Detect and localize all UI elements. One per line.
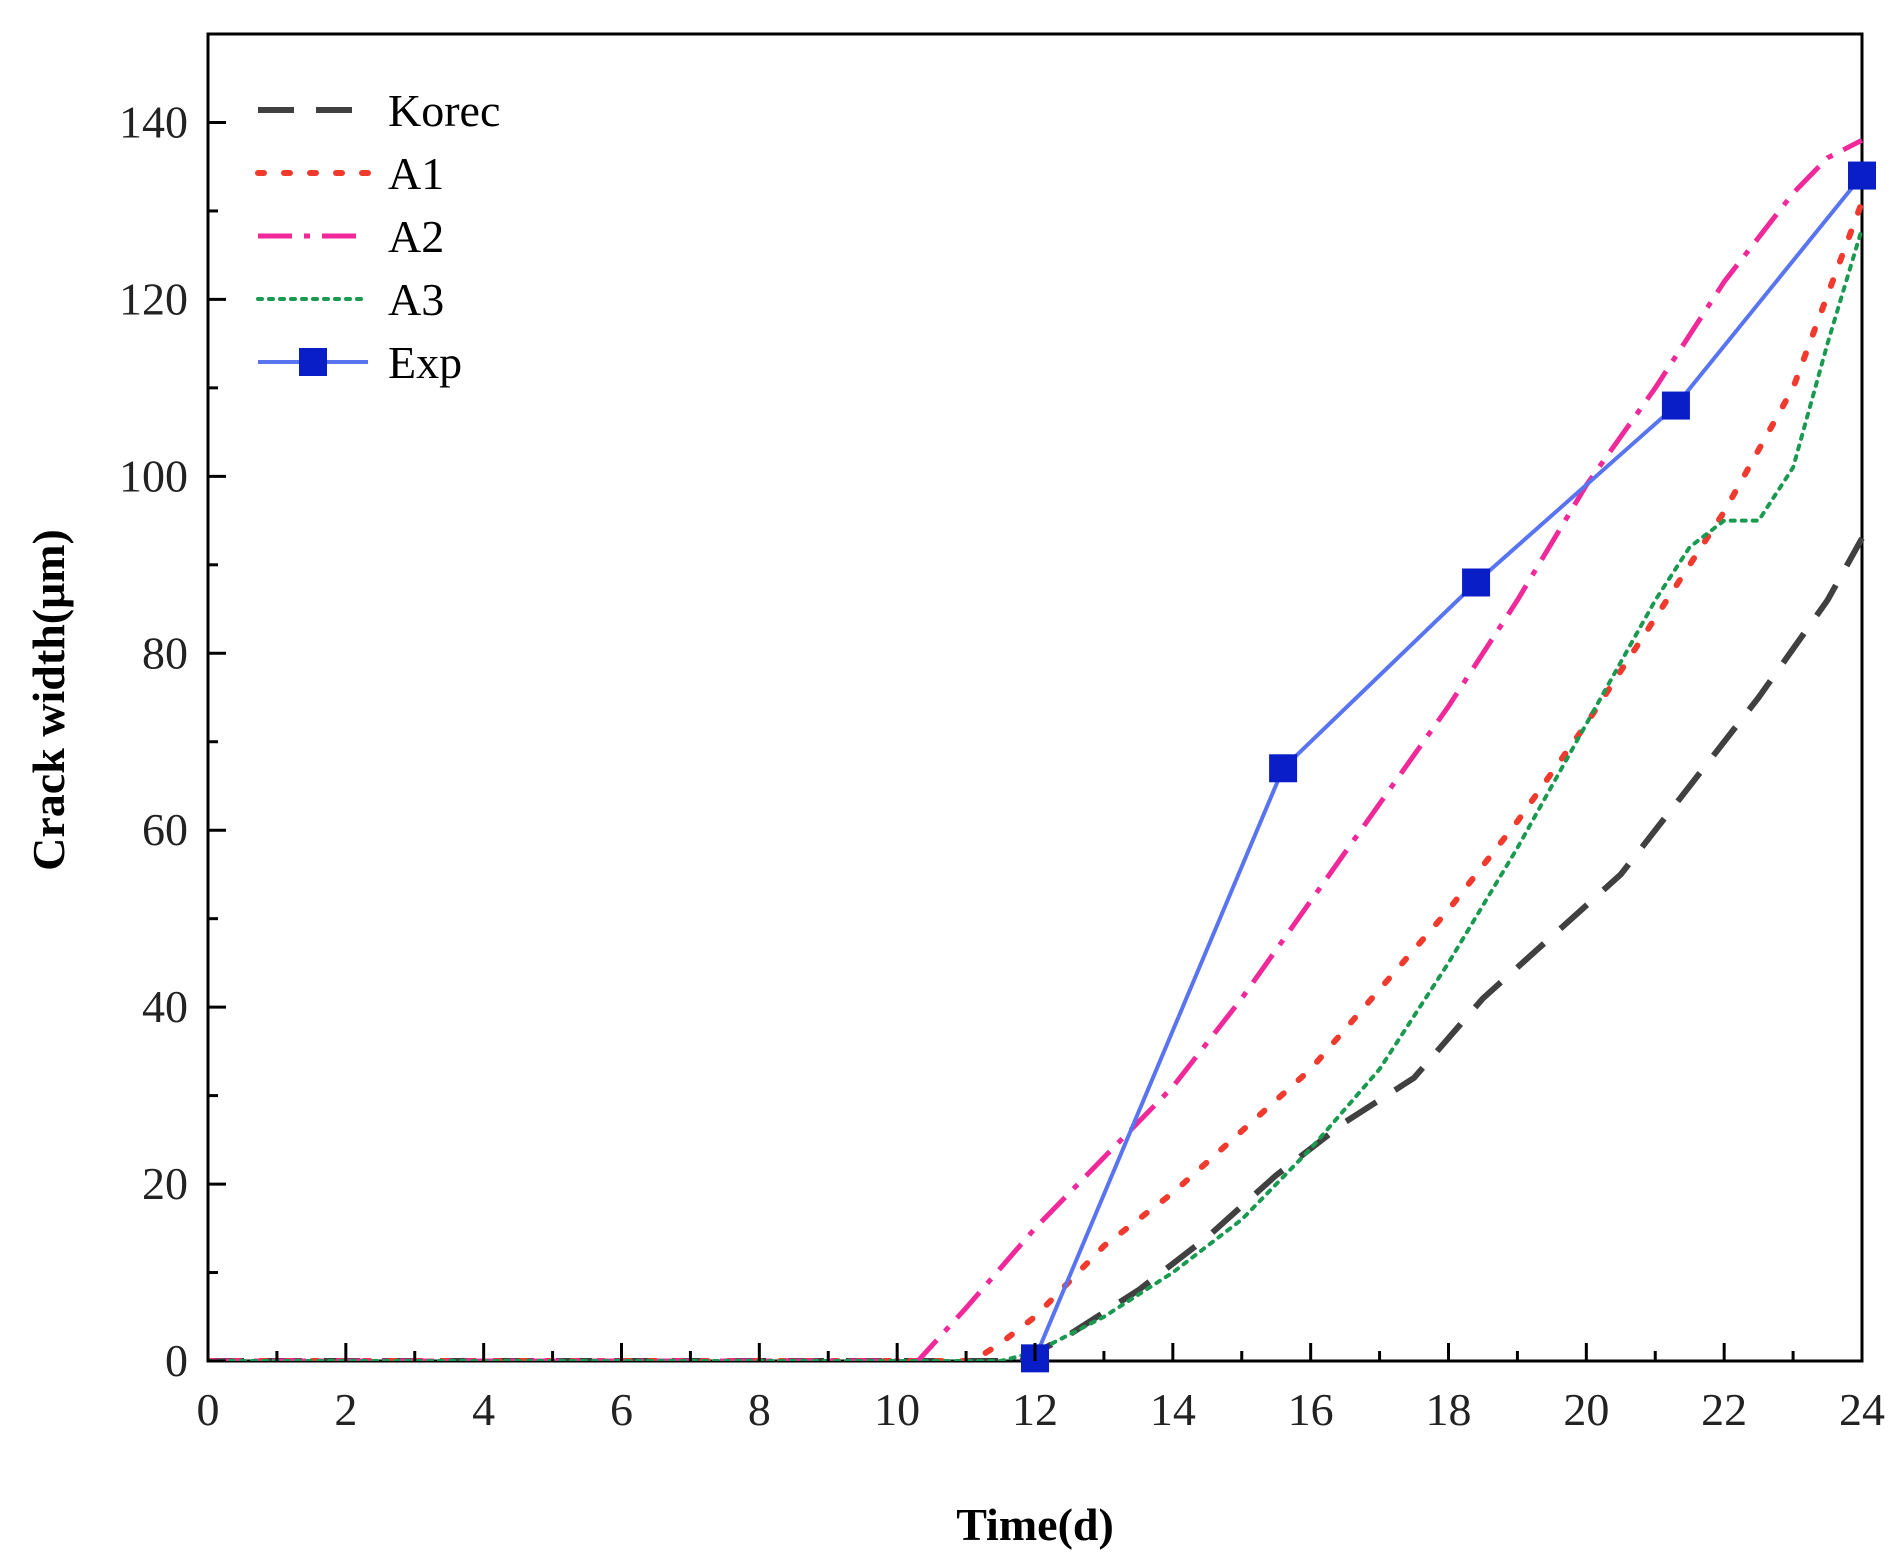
series-layer [208,137,1876,1373]
series-line-korec [208,536,1865,1361]
y-tick-label: 0 [165,1335,188,1386]
y-axis-title: Crack width(μm) [23,529,74,871]
x-tick-label: 6 [610,1384,633,1435]
exp-data-point [1848,161,1876,190]
y-tick-label: 140 [119,96,188,147]
legend-marker-exp [299,348,327,376]
plot-frame [206,32,1864,1363]
y-tick-label: 60 [142,804,188,855]
exp-data-point [1661,391,1690,420]
series-line-exp [1033,174,1864,1360]
legend-label-a3: A3 [388,274,444,325]
series-line-a3 [208,226,1864,1361]
x-tick-label: 0 [197,1384,220,1435]
x-tick-label: 20 [1563,1384,1609,1435]
x-tick-label: 8 [748,1384,771,1435]
legend: Korec A1 A2 A3 Exp [255,85,500,388]
exp-data-point [1269,754,1298,783]
y-tick-label: 40 [142,981,188,1032]
legend-label-a1: A1 [388,148,444,199]
x-tick-label: 22 [1701,1384,1747,1435]
legend-label-korec: Korec [388,85,500,136]
y-tick-label: 20 [142,1158,188,1209]
x-tick-label: 4 [472,1384,495,1435]
y-tick-label: 80 [142,627,188,678]
x-tick-label: 2 [334,1384,357,1435]
exp-data-point [1462,568,1491,597]
x-tick-label: 24 [1839,1384,1885,1435]
x-tick-label: 18 [1426,1384,1472,1435]
legend-label-a2: A2 [388,211,444,262]
y-tick-label: 120 [119,273,188,324]
x-tick-label: 10 [874,1384,920,1435]
series-line-a1 [208,199,1865,1361]
x-tick-label: 14 [1150,1384,1196,1435]
y-tick-label: 100 [119,450,188,501]
x-tick-label: 12 [1012,1384,1058,1435]
series-line-a2 [208,137,1864,1361]
x-axis-title: Time(d) [956,1499,1114,1550]
x-tick-label: 16 [1288,1384,1334,1435]
legend-label-exp: Exp [388,337,462,388]
